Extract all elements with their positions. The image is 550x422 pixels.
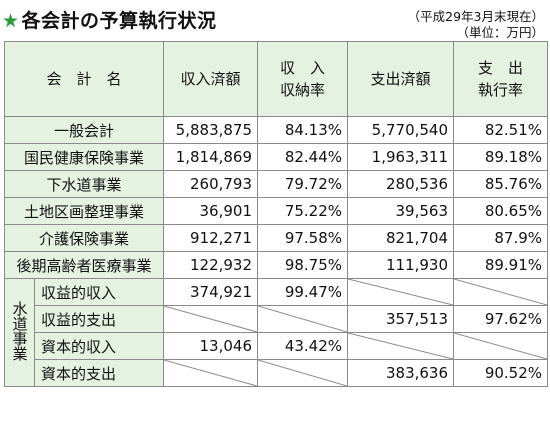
row-name: 介護保険事業 [3,224,165,252]
row-name: 一般会計 [3,116,165,144]
revenue-rate-cell: 43.42% [257,332,349,360]
expense-cell: 357,513 [347,305,455,333]
water-row-name: 収益的収入 [33,278,165,306]
table-row: 介護保険事業 912,271 97.58% 821,704 87.9% [3,224,549,252]
header-row: 会 計 名 収入済額 収 入収納率 支出済額 支 出執行率 [3,41,549,117]
empty-diagonal-cell [453,332,549,360]
expense-rate-cell: 80.65% [453,197,549,225]
table-row: 国民健康保険事業 1,814,869 82.44% 1,963,311 89.1… [3,143,549,171]
table-row: 下水道事業 260,793 79.72% 280,536 85.76% [3,170,549,198]
water-group-label: 水道事業 [4,278,35,387]
revenue-rate-cell: 75.22% [257,197,349,225]
water-row-name: 資本的収入 [33,332,165,360]
water-group-text: 水道事業 [10,300,29,361]
expense-cell: 280,536 [347,170,455,198]
header-expense-rate: 支 出執行率 [453,41,549,117]
revenue-cell: 13,046 [163,332,259,360]
expense-cell: 821,704 [347,224,455,252]
header-expense-rate-line2: 執行率 [478,81,524,99]
revenue-rate-cell: 82.44% [257,143,349,171]
revenue-rate-cell: 79.72% [257,170,349,198]
row-name: 下水道事業 [3,170,165,198]
revenue-rate-cell: 84.13% [257,116,349,144]
revenue-rate-cell: 99.47% [257,278,349,306]
expense-rate-cell: 97.62% [453,305,549,333]
revenue-cell: 122,932 [163,251,259,279]
header-revenue-rate-line1: 収 入 [280,59,326,77]
table-row: 土地区画整理事業 36,901 75.22% 39,563 80.65% [3,197,549,225]
row-name: 土地区画整理事業 [3,197,165,225]
row-name: 国民健康保険事業 [3,143,165,171]
empty-diagonal-cell [347,278,455,306]
water-row: 収益的支出 357,513 97.62% [5,305,549,333]
table-row: 後期高齢者医療事業 122,932 98.75% 111,930 89.91% [3,251,549,279]
expense-cell: 39,563 [347,197,455,225]
expense-rate-cell: 90.52% [453,359,549,387]
header-revenue-rate: 収 入収納率 [257,41,349,117]
empty-diagonal-cell [347,332,455,360]
header-revenue: 収入済額 [163,41,259,117]
title-text: 各会計の予算執行状況 [21,10,217,32]
revenue-cell: 912,271 [163,224,259,252]
page-title: ★ 各会計の予算執行状況 [2,6,217,33]
star-icon: ★ [2,10,20,32]
header-expense: 支出済額 [347,41,455,117]
expense-cell: 111,930 [347,251,455,279]
empty-diagonal-cell [453,278,549,306]
water-row-name: 収益的支出 [33,305,165,333]
expense-rate-cell: 87.9% [453,224,549,252]
header-expense-rate-line1: 支 出 [478,59,524,77]
expense-rate-cell: 85.76% [453,170,549,198]
table-row: 一般会計 5,883,875 84.13% 5,770,540 82.51% [3,116,549,144]
budget-table: 会 計 名 収入済額 収 入収納率 支出済額 支 出執行率 一般会計 5,883… [3,41,549,387]
row-name: 後期高齢者医療事業 [3,251,165,279]
water-row-name: 資本的支出 [33,359,165,387]
revenue-cell: 36,901 [163,197,259,225]
empty-diagonal-cell [257,305,349,333]
expense-cell: 383,636 [347,359,455,387]
date-note: （平成29年3月末現在） [407,9,544,24]
empty-diagonal-cell [163,359,259,387]
expense-cell: 5,770,540 [347,116,455,144]
revenue-cell: 374,921 [163,278,259,306]
expense-rate-cell: 89.91% [453,251,549,279]
water-row: 資本的収入 13,046 43.42% [5,332,549,360]
revenue-rate-cell: 97.58% [257,224,349,252]
expense-cell: 1,963,311 [347,143,455,171]
expense-rate-cell: 82.51% [453,116,549,144]
water-row: 資本的支出 383,636 90.52% [5,359,549,387]
empty-diagonal-cell [163,305,259,333]
header-revenue-rate-line2: 収納率 [280,81,326,99]
expense-rate-cell: 89.18% [453,143,549,171]
revenue-cell: 1,814,869 [163,143,259,171]
water-row: 水道事業 収益的収入 374,921 99.47% [4,278,549,387]
revenue-cell: 5,883,875 [163,116,259,144]
unit-note: （単位：万円） [456,25,544,40]
revenue-cell: 260,793 [163,170,259,198]
empty-diagonal-cell [257,359,349,387]
header-account: 会 計 名 [3,41,165,117]
revenue-rate-cell: 98.75% [257,251,349,279]
